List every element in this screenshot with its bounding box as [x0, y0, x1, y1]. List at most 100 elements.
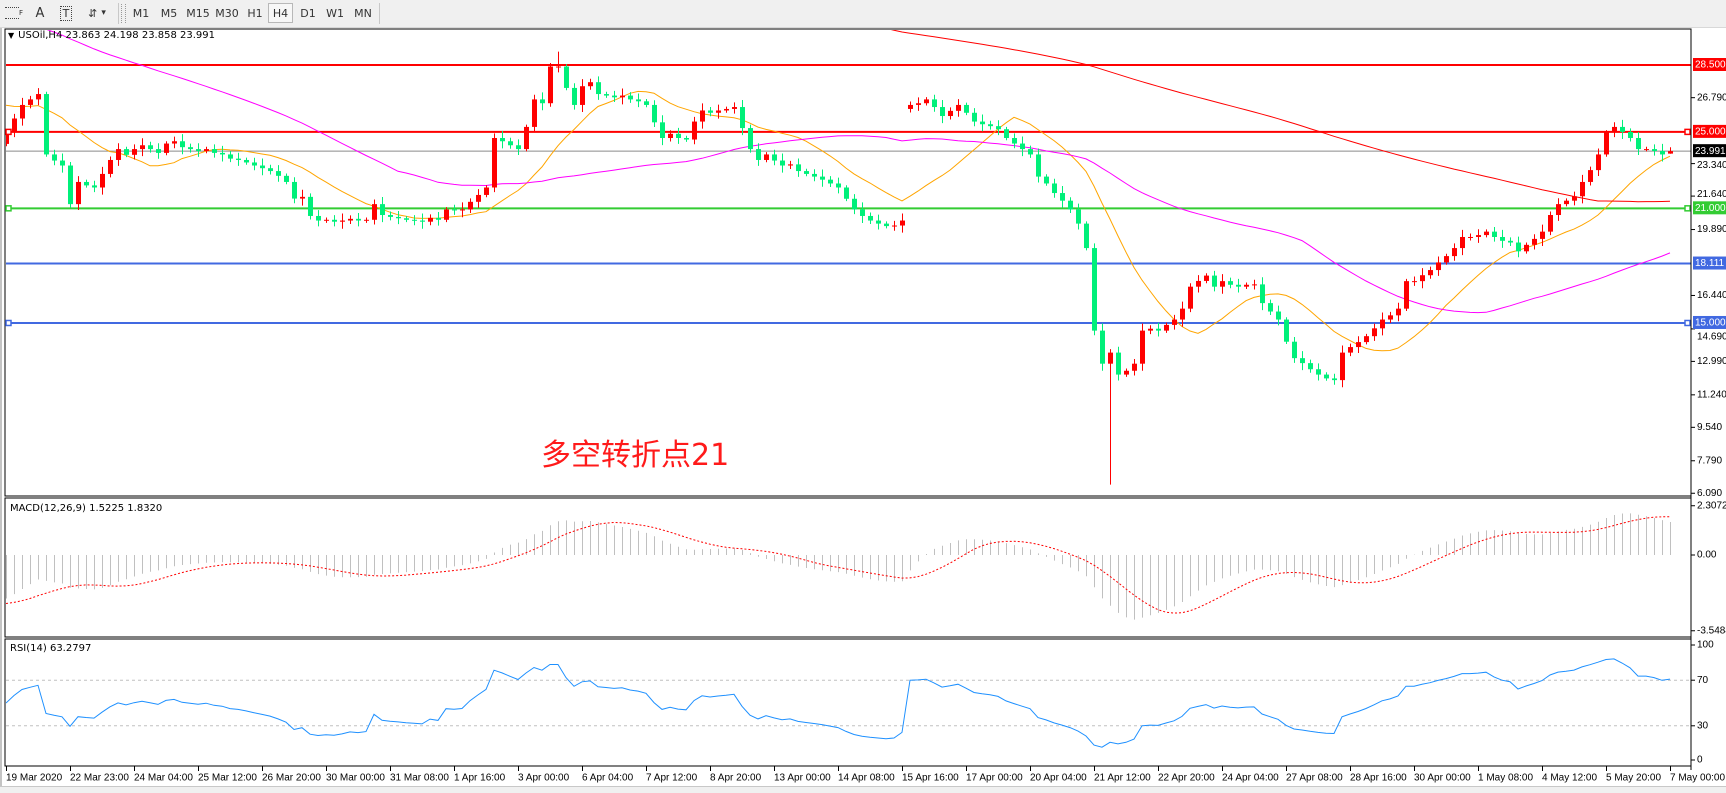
level-handle-icon[interactable] [1684, 319, 1691, 327]
rsi-tick-label: 30 [1697, 720, 1709, 731]
candle [1556, 198, 1561, 221]
candle-body [524, 126, 529, 150]
candle [1196, 275, 1201, 293]
candle [412, 215, 417, 226]
candle-body [1284, 319, 1289, 342]
level-handle-icon[interactable] [5, 128, 12, 136]
price-tick-label: 14.690 [1697, 332, 1726, 343]
candle [1164, 322, 1169, 333]
candle-body [1628, 131, 1633, 139]
candle-body [1364, 336, 1369, 343]
candle [1436, 256, 1441, 276]
chart-menu-icon[interactable]: ▼ [8, 31, 15, 40]
timeframe-m15[interactable]: M15 [186, 6, 210, 20]
candle [1284, 317, 1289, 345]
candle-body [676, 133, 681, 139]
candle [68, 162, 73, 208]
text-icon[interactable]: A [35, 5, 45, 21]
candle-body [708, 110, 713, 113]
candle-body [1596, 154, 1601, 171]
level-price-label: 18.111 [1695, 258, 1725, 269]
time-tick-label: 13 Apr 00:00 [774, 773, 831, 784]
candle-body [108, 159, 113, 174]
candle-body [1556, 204, 1561, 216]
candle-body [1652, 149, 1657, 151]
candle-body [276, 171, 281, 176]
level-handle-icon[interactable] [5, 319, 12, 327]
level-handle-icon[interactable] [1684, 205, 1691, 212]
toolbar-grip[interactable] [121, 4, 126, 23]
candle-body [1012, 138, 1017, 144]
candle-body [1100, 330, 1105, 364]
period-separators-icon[interactable]: F [2, 3, 26, 23]
level-handle-icon[interactable] [5, 205, 12, 212]
candle-body [1348, 347, 1353, 353]
candle [340, 213, 345, 229]
candle [52, 149, 57, 166]
candle [60, 153, 65, 173]
timeframe-m5[interactable]: M5 [160, 6, 178, 20]
candle-body [564, 66, 569, 88]
candle-body [1660, 150, 1665, 155]
candle [180, 134, 185, 155]
time-tick-label: 26 Mar 20:00 [262, 773, 321, 784]
candle-body [300, 196, 305, 199]
candle [876, 214, 881, 230]
candle [924, 97, 929, 106]
timeframe-mn[interactable]: MN [354, 6, 372, 20]
candle-body [308, 196, 313, 216]
candle [684, 135, 689, 142]
price-tick-label: 23.340 [1697, 160, 1726, 171]
candle [564, 64, 569, 91]
candle [1652, 144, 1657, 156]
candle-body [604, 94, 609, 96]
candle-body [6, 132, 9, 144]
candle [972, 108, 977, 127]
candle-body [1124, 370, 1129, 375]
candle-body [1084, 223, 1089, 249]
price-tick-label: 19.890 [1697, 224, 1726, 235]
candle-body [492, 138, 497, 188]
candle-body [1636, 138, 1641, 150]
candle-body [1388, 315, 1393, 320]
text-label-icon[interactable]: T [54, 3, 78, 23]
candle [628, 92, 633, 103]
candle-body [1036, 154, 1041, 177]
candle [132, 144, 137, 160]
candle [1180, 301, 1185, 327]
timeframe-h4[interactable]: H4 [268, 3, 293, 23]
level-handle-icon[interactable] [1684, 128, 1691, 136]
candle [1484, 229, 1489, 238]
timeframe-d1[interactable]: D1 [300, 6, 316, 20]
timeframe-m1[interactable]: M1 [132, 6, 150, 20]
candle [1660, 143, 1665, 162]
candle-body [1172, 319, 1177, 325]
candle [236, 152, 241, 166]
candle [124, 146, 129, 158]
candle-body [804, 171, 809, 174]
candle [796, 158, 801, 177]
timeframe-m30[interactable]: M30 [215, 6, 239, 20]
candle-body [212, 149, 217, 153]
candle-body [1244, 284, 1249, 287]
candle [300, 189, 305, 206]
arrows-icon[interactable]: ⇵ ▾ [80, 3, 114, 23]
candle-body [1236, 284, 1241, 287]
candle [1108, 349, 1113, 485]
candle [1668, 147, 1673, 154]
candle-body [820, 176, 825, 180]
time-tick-label: 25 Mar 12:00 [198, 773, 257, 784]
candle [636, 93, 641, 108]
timeframe-h1[interactable]: H1 [247, 6, 263, 20]
candle [204, 146, 209, 154]
candle-body [116, 149, 121, 160]
candle-body [1468, 236, 1473, 238]
time-tick-label: 22 Mar 23:00 [70, 773, 129, 784]
candle-body [836, 183, 841, 188]
candle-body [548, 66, 553, 104]
candle [772, 149, 777, 166]
candle [1340, 345, 1345, 388]
candle [844, 185, 849, 202]
timeframe-w1[interactable]: W1 [326, 6, 344, 20]
